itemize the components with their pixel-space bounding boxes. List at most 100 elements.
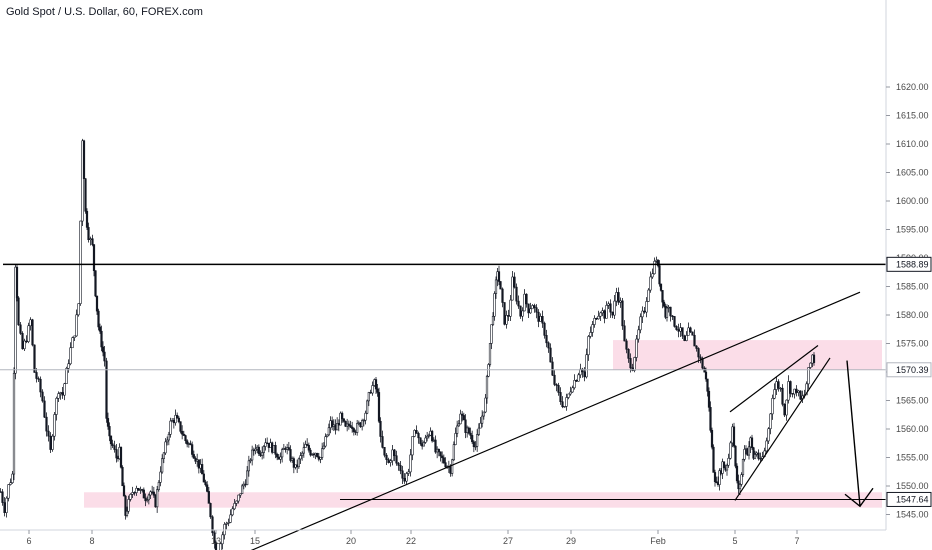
candle-body bbox=[187, 443, 190, 445]
candle bbox=[144, 493, 147, 507]
candle-body bbox=[607, 303, 610, 306]
candle bbox=[547, 341, 550, 353]
price-tick-label: 1565.00 bbox=[896, 396, 929, 406]
candle-body bbox=[105, 360, 108, 419]
candle bbox=[591, 321, 594, 337]
candle-body bbox=[597, 315, 600, 320]
candle bbox=[437, 448, 440, 457]
time-tick-label: 22 bbox=[406, 536, 416, 546]
candle-body bbox=[488, 343, 492, 365]
price-tag-box bbox=[886, 256, 932, 272]
candle bbox=[693, 329, 696, 347]
candle-body bbox=[515, 286, 518, 302]
candle-body bbox=[5, 497, 8, 513]
candle-body bbox=[743, 448, 746, 460]
candle bbox=[432, 437, 435, 443]
candle bbox=[573, 374, 576, 390]
candle bbox=[623, 320, 626, 342]
candle bbox=[61, 387, 64, 399]
candle-body bbox=[41, 391, 44, 402]
candle-body bbox=[732, 426, 736, 447]
candle bbox=[467, 426, 470, 435]
candle bbox=[377, 387, 381, 423]
candle bbox=[797, 389, 800, 397]
candle bbox=[122, 482, 126, 497]
candle bbox=[231, 506, 234, 517]
candle-body bbox=[601, 310, 604, 314]
candle-body bbox=[142, 489, 145, 499]
candle-body bbox=[649, 276, 652, 291]
candle bbox=[563, 406, 566, 408]
candle-body bbox=[14, 266, 17, 374]
candle-body bbox=[213, 532, 216, 544]
candle-body bbox=[527, 303, 530, 314]
price-tick-label: 1550.00 bbox=[896, 481, 929, 491]
candle-body bbox=[779, 387, 782, 390]
candle-body bbox=[621, 300, 624, 327]
time-tick-label: 29 bbox=[566, 536, 576, 546]
candle-body bbox=[211, 516, 214, 534]
candle-body bbox=[431, 430, 434, 442]
candle-body bbox=[517, 300, 520, 307]
candle bbox=[383, 447, 386, 458]
candle bbox=[499, 281, 502, 290]
candle bbox=[517, 295, 520, 309]
candle bbox=[462, 412, 465, 421]
candle-body bbox=[535, 307, 538, 313]
time-tick-label: 5 bbox=[732, 536, 737, 546]
candle bbox=[367, 391, 370, 407]
candle-body bbox=[385, 454, 388, 460]
price-tick-label: 1560.00 bbox=[896, 424, 929, 434]
candle bbox=[426, 431, 429, 442]
candle bbox=[513, 272, 516, 289]
candle-body bbox=[277, 456, 280, 460]
candle-body bbox=[477, 427, 480, 435]
candle bbox=[174, 409, 177, 426]
candle bbox=[337, 419, 340, 432]
candle bbox=[157, 480, 160, 492]
candle bbox=[154, 493, 157, 508]
candle bbox=[347, 420, 350, 430]
candle bbox=[125, 506, 129, 518]
candle-body bbox=[282, 448, 285, 450]
candle bbox=[334, 419, 337, 435]
candle-body bbox=[415, 430, 418, 434]
candle bbox=[777, 379, 780, 392]
candle bbox=[97, 308, 100, 331]
candle-body bbox=[45, 416, 48, 432]
candle-body bbox=[591, 324, 594, 333]
candle-body bbox=[637, 329, 640, 340]
candle bbox=[519, 305, 522, 319]
candle bbox=[131, 486, 134, 498]
candle-body bbox=[271, 442, 274, 453]
candle bbox=[309, 447, 312, 457]
candle bbox=[773, 383, 776, 400]
candle-body bbox=[31, 319, 34, 346]
candle-body bbox=[94, 270, 97, 297]
candle bbox=[63, 382, 66, 401]
candle bbox=[613, 295, 616, 320]
candle-body bbox=[613, 300, 616, 316]
candle bbox=[121, 465, 124, 487]
candle bbox=[459, 409, 462, 425]
candle-body bbox=[108, 426, 111, 437]
candle bbox=[336, 417, 339, 431]
candle-body bbox=[109, 435, 113, 445]
candle bbox=[405, 471, 408, 484]
candle-body bbox=[547, 342, 550, 349]
candle bbox=[555, 383, 558, 392]
candle-body bbox=[697, 348, 700, 358]
candle bbox=[665, 304, 669, 322]
candle bbox=[695, 345, 698, 352]
candle bbox=[41, 389, 44, 403]
time-tick-label: 13 bbox=[211, 536, 221, 546]
candle-body bbox=[511, 276, 514, 301]
candle-body bbox=[65, 368, 68, 384]
candle bbox=[51, 434, 54, 452]
candle bbox=[291, 456, 294, 463]
candle-body bbox=[306, 444, 309, 446]
candle bbox=[611, 311, 614, 319]
candle-body bbox=[256, 446, 259, 450]
